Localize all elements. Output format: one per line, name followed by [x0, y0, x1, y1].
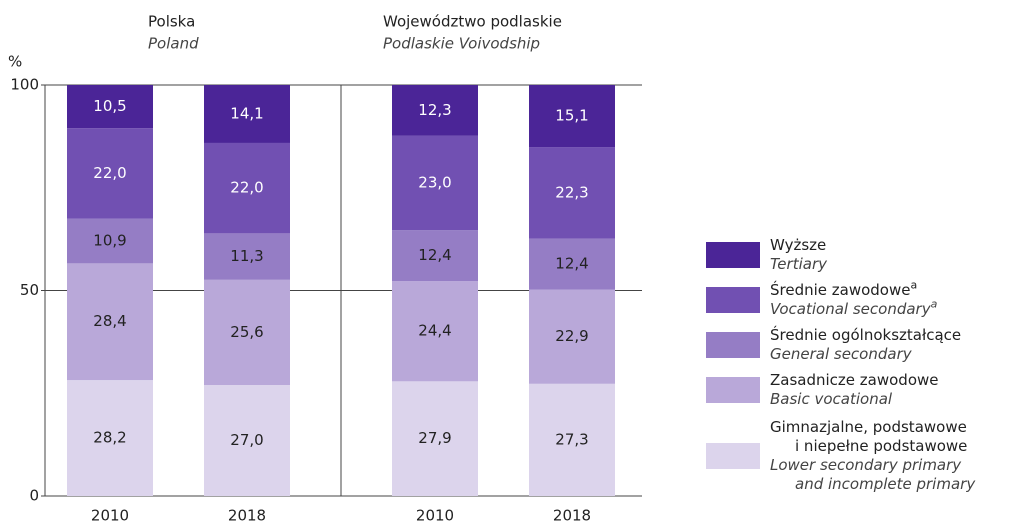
- bar-segment: [67, 263, 153, 381]
- bar-segment: [67, 218, 153, 264]
- value-label: 28,4: [93, 312, 126, 330]
- value-label: 28,2: [93, 429, 126, 447]
- legend-label: Wyższe: [770, 236, 826, 254]
- bar-segment: [204, 233, 290, 280]
- legend-swatch: [706, 242, 760, 268]
- value-label: 11,3: [230, 247, 263, 265]
- y-tick-label: 100: [10, 76, 39, 94]
- bar-segment: [67, 380, 153, 496]
- value-label: 27,3: [555, 430, 588, 448]
- legend-swatch: [706, 377, 760, 403]
- legend-label-en: General secondary: [770, 345, 913, 363]
- bar-segment: [67, 85, 153, 129]
- bar-segment: [67, 128, 153, 219]
- x-tick-label: 2010: [91, 507, 129, 525]
- value-label: 22,0: [93, 164, 126, 182]
- legend-label-en: Lower secondary primary: [770, 456, 962, 474]
- legend-label: Średnie ogólnokształcące: [770, 325, 961, 344]
- group-title-en: Podlaskie Voivodship: [383, 35, 540, 53]
- group-title-en: Poland: [148, 35, 199, 53]
- value-label: 14,1: [230, 104, 263, 122]
- x-tick-label: 2010: [416, 507, 454, 525]
- bar-segment: [204, 85, 290, 143]
- bar-segment: [204, 279, 290, 386]
- x-tick-label: 2018: [553, 507, 591, 525]
- legend-label: Zasadnicze zawodowe: [770, 371, 939, 389]
- bar-segment: [529, 85, 615, 148]
- value-label: 23,0: [418, 173, 451, 191]
- legend-swatch: [706, 332, 760, 358]
- bar-segment: [392, 281, 478, 382]
- bar-segment: [529, 289, 615, 384]
- legend-label: i niepełne podstawowe: [795, 437, 967, 455]
- legend-label: Średnie zawodowea: [770, 279, 917, 300]
- value-label: 15,1: [555, 107, 588, 125]
- bar-segment: [392, 85, 478, 136]
- value-label: 27,9: [418, 429, 451, 447]
- x-tick-label: 2018: [228, 507, 266, 525]
- bar-segment: [392, 230, 478, 282]
- value-label: 10,5: [93, 97, 126, 115]
- legend-label-en: Vocational secondarya: [770, 298, 938, 319]
- value-label: 12,4: [555, 255, 588, 273]
- value-label: 24,4: [418, 322, 451, 340]
- value-label: 27,0: [230, 431, 263, 449]
- y-tick-label: 50: [20, 281, 39, 299]
- legend-swatch: [706, 443, 760, 469]
- group-title: Województwo podlaskie: [383, 13, 562, 31]
- legend-note: a: [911, 279, 918, 292]
- bar-segment: [204, 142, 290, 234]
- y-tick-label: 0: [29, 487, 39, 505]
- legend-note: a: [931, 298, 938, 311]
- bar-segment: [204, 385, 290, 496]
- value-label: 12,3: [418, 101, 451, 119]
- legend-label-en: Tertiary: [770, 255, 828, 273]
- legend-swatch: [706, 287, 760, 313]
- bar-segment: [529, 238, 615, 290]
- bar-segment: [392, 381, 478, 496]
- bar-segment: [529, 383, 615, 496]
- legend-label-en: and incomplete primary: [795, 475, 976, 493]
- group-title: Polska: [148, 13, 195, 31]
- y-axis-label: %: [8, 53, 22, 71]
- value-label: 12,4: [418, 246, 451, 264]
- bar-segment: [392, 135, 478, 231]
- value-label: 10,9: [93, 231, 126, 249]
- value-label: 22,9: [555, 327, 588, 345]
- value-label: 25,6: [230, 323, 263, 341]
- legend-label-en: Basic vocational: [770, 390, 893, 408]
- bar-segment: [529, 147, 615, 239]
- value-label: 22,3: [555, 183, 588, 201]
- value-label: 22,0: [230, 179, 263, 197]
- legend-label: Gimnazjalne, podstawowe: [770, 418, 967, 436]
